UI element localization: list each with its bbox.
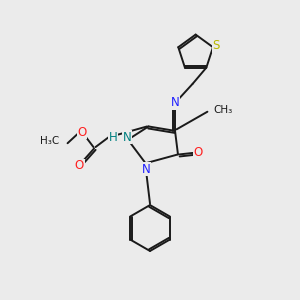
Text: O: O (194, 146, 202, 159)
Text: CH₃: CH₃ (213, 105, 232, 115)
Text: N: N (123, 131, 132, 144)
Text: N: N (171, 96, 179, 110)
Text: H: H (109, 131, 118, 144)
Text: N: N (142, 163, 151, 176)
Text: O: O (75, 159, 84, 172)
Text: H₃C: H₃C (40, 136, 60, 146)
Text: S: S (212, 39, 220, 52)
Text: O: O (78, 126, 87, 139)
